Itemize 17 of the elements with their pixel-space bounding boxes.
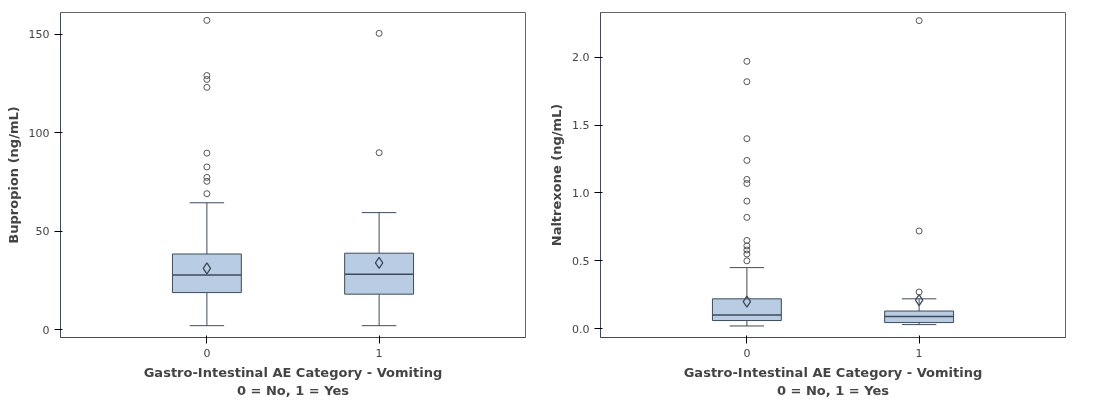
y-tick-label: 150 (28, 28, 50, 42)
y-tick-label: 1.0 (572, 186, 590, 200)
y-tick-label: 1.5 (572, 119, 590, 133)
x-axis-title: Gastro-Intestinal AE Category - Vomiting 0 = No, 1 = Yes (683, 364, 983, 398)
x-tick-label: 0 (203, 346, 211, 360)
x-tick-label: 0 (743, 346, 751, 360)
y-tick-label: 2.0 (572, 51, 590, 65)
y-tick-label: 0.5 (572, 254, 590, 268)
x-tick-label: 1 (915, 346, 923, 360)
y-axis-title: Naltrexone (ng/mL) (549, 103, 565, 247)
x-tick-label: 1 (375, 346, 383, 360)
y-tick-label: 0 (42, 323, 50, 337)
y-tick-label: 50 (35, 225, 50, 239)
y-tick-label: 0.0 (572, 322, 590, 336)
y-axis-title: Bupropion (ng/mL) (5, 106, 21, 244)
x-axis-title: Gastro-Intestinal AE Category - Vomiting 0 = No, 1 = Yes (143, 364, 443, 398)
y-tick-label: 100 (28, 126, 50, 140)
